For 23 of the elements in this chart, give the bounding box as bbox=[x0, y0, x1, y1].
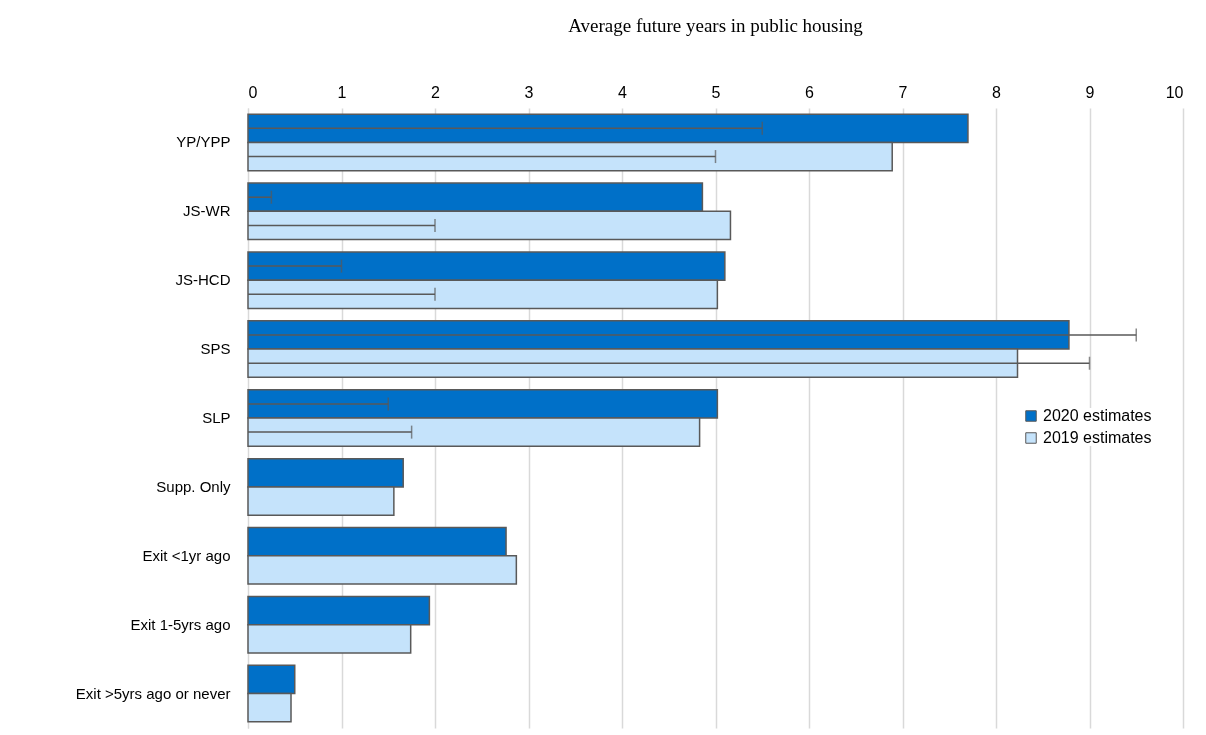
x-tick-label: 0 bbox=[248, 83, 258, 101]
y-tick-label: JS-WR bbox=[183, 202, 231, 220]
y-tick-label: YP/YPP bbox=[176, 133, 231, 151]
legend-label: 2019 estimates bbox=[1043, 429, 1152, 446]
x-tick-label: 2 bbox=[431, 83, 441, 101]
x-tick-label: 4 bbox=[618, 83, 628, 101]
legend-label: 2020 estimates bbox=[1043, 407, 1152, 424]
x-tick-label: 1 bbox=[337, 83, 347, 101]
y-tick-label: SLP bbox=[202, 409, 231, 426]
x-tick-label: 8 bbox=[992, 83, 1002, 101]
y-tick-label: Supp. Only bbox=[156, 477, 231, 495]
x-tick-label: 7 bbox=[898, 83, 908, 101]
x-tick-label: 9 bbox=[1085, 83, 1095, 101]
x-tick-label: 3 bbox=[524, 83, 534, 101]
y-tick-label: Exit 1-5yrs ago bbox=[130, 615, 231, 633]
y-tick-label: Exit <1yr ago bbox=[142, 546, 231, 564]
y-tick-label: Exit >5yrs ago or never bbox=[75, 684, 231, 702]
x-tick-label: 5 bbox=[711, 83, 721, 101]
y-tick-label: JS-HCD bbox=[175, 271, 231, 289]
x-tick-label: 6 bbox=[805, 83, 815, 101]
chart-title: Average future years in public housing bbox=[568, 15, 864, 36]
y-tick-label: SPS bbox=[200, 340, 231, 358]
x-tick-label: 10 bbox=[1165, 83, 1184, 101]
